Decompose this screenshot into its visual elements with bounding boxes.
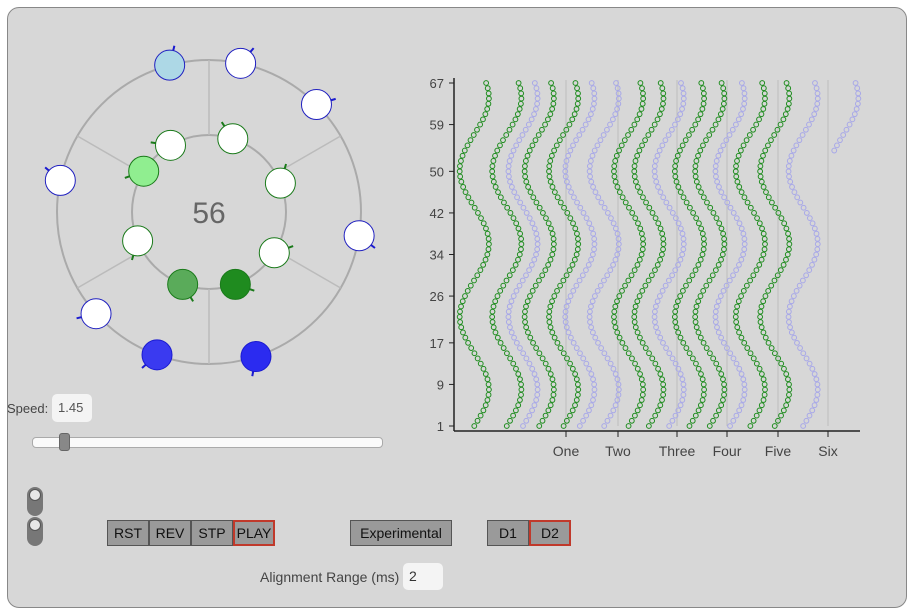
d2-button[interactable]: D2 <box>529 520 571 546</box>
outer-marker <box>225 47 257 79</box>
dial-counter: 56 <box>192 197 225 230</box>
stp-button[interactable]: STP <box>191 520 233 546</box>
dial-spoke <box>275 135 342 175</box>
outer-marker <box>80 298 112 330</box>
inner-marker <box>217 123 249 155</box>
alignment-range-input[interactable]: 2 <box>403 563 443 590</box>
speed-label: Speed: <box>7 401 49 416</box>
toggle-knob-1 <box>29 489 41 501</box>
inner-marker <box>167 268 199 300</box>
rst-button[interactable]: RST <box>107 520 149 546</box>
toggle-switch-1[interactable] <box>27 487 43 516</box>
main-panel <box>7 7 907 608</box>
inner-marker <box>258 237 290 269</box>
dial-spoke <box>76 249 143 289</box>
toggle-switch-2[interactable] <box>27 517 43 546</box>
experimental-button[interactable]: Experimental <box>350 520 452 546</box>
alignment-range-label: Alignment Range (ms) <box>260 569 400 585</box>
play-button[interactable]: PLAY <box>233 520 275 546</box>
outer-marker <box>300 89 332 121</box>
inner-marker <box>128 155 160 187</box>
speed-slider-thumb[interactable] <box>59 433 70 451</box>
sequence-dial: 56 <box>44 45 376 377</box>
inner-marker <box>264 167 296 199</box>
outer-marker <box>154 49 186 81</box>
toggle-knob-2 <box>29 519 41 531</box>
outer-marker <box>141 339 173 371</box>
inner-marker <box>122 225 154 257</box>
outer-marker <box>343 220 375 252</box>
inner-marker <box>155 129 186 161</box>
rev-button[interactable]: REV <box>149 520 191 546</box>
outer-marker <box>44 164 76 196</box>
d1-button[interactable]: D1 <box>487 520 529 546</box>
speed-slider-track[interactable] <box>32 437 383 448</box>
speed-value-field[interactable]: 1.45 <box>52 394 92 422</box>
inner-marker <box>219 268 251 300</box>
outer-marker <box>240 341 272 373</box>
